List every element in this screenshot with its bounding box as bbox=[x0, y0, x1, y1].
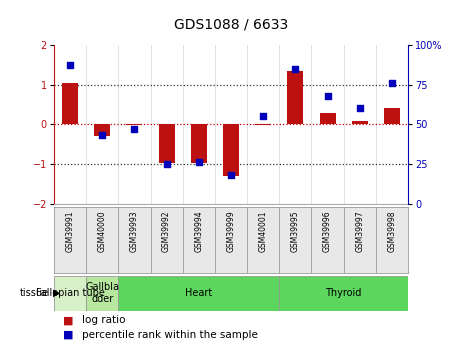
Text: ■: ■ bbox=[63, 315, 77, 325]
Text: GSM39999: GSM39999 bbox=[227, 210, 235, 252]
Bar bbox=[54, 276, 86, 310]
Bar bbox=[255, 124, 271, 125]
Point bbox=[163, 161, 170, 167]
Text: GDS1088 / 6633: GDS1088 / 6633 bbox=[174, 17, 288, 31]
Point bbox=[259, 114, 267, 119]
Bar bbox=[126, 124, 143, 125]
Bar bbox=[287, 71, 303, 124]
Text: Heart: Heart bbox=[185, 288, 212, 298]
Text: GSM39998: GSM39998 bbox=[387, 210, 396, 252]
Point bbox=[292, 66, 299, 71]
Bar bbox=[118, 276, 279, 310]
Text: GSM39995: GSM39995 bbox=[291, 210, 300, 252]
Point bbox=[66, 63, 74, 68]
Bar bbox=[279, 276, 408, 310]
Text: GSM40001: GSM40001 bbox=[259, 210, 268, 252]
Text: GSM39994: GSM39994 bbox=[194, 210, 203, 252]
Bar bbox=[352, 121, 368, 124]
Text: Gallbla
dder: Gallbla dder bbox=[85, 283, 119, 304]
Text: GSM40000: GSM40000 bbox=[98, 210, 107, 252]
Bar bbox=[94, 124, 110, 136]
Text: tissue: tissue bbox=[20, 288, 49, 298]
Bar bbox=[191, 124, 207, 163]
Bar bbox=[223, 124, 239, 176]
Point bbox=[98, 132, 106, 138]
Text: GSM39991: GSM39991 bbox=[66, 210, 75, 252]
Point bbox=[195, 159, 203, 165]
Point bbox=[131, 126, 138, 132]
Text: Thyroid: Thyroid bbox=[325, 288, 362, 298]
Text: percentile rank within the sample: percentile rank within the sample bbox=[82, 330, 258, 339]
Bar bbox=[159, 124, 174, 163]
Text: GSM39992: GSM39992 bbox=[162, 210, 171, 252]
Point bbox=[227, 172, 234, 178]
Text: log ratio: log ratio bbox=[82, 315, 126, 325]
Bar bbox=[384, 108, 400, 124]
Bar bbox=[319, 113, 336, 124]
Point bbox=[356, 106, 363, 111]
Text: ▶: ▶ bbox=[53, 288, 61, 298]
Text: Fallopian tube: Fallopian tube bbox=[36, 288, 105, 298]
Text: GSM39996: GSM39996 bbox=[323, 210, 332, 252]
Text: GSM39997: GSM39997 bbox=[355, 210, 364, 252]
Point bbox=[324, 93, 331, 98]
Bar bbox=[86, 276, 118, 310]
Point bbox=[388, 80, 396, 86]
Text: GSM39993: GSM39993 bbox=[130, 210, 139, 252]
Text: ■: ■ bbox=[63, 330, 77, 339]
Bar bbox=[62, 82, 78, 124]
